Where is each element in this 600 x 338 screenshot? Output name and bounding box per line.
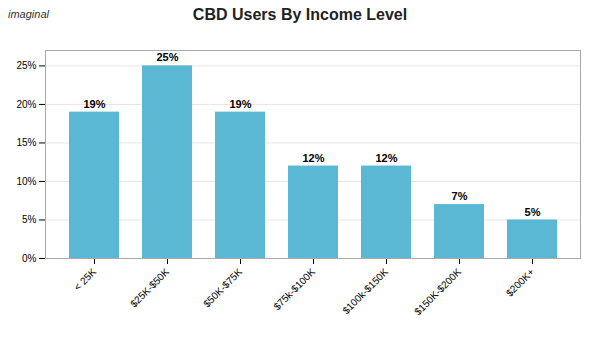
svg-text:25%: 25% (156, 51, 178, 63)
svg-text:10%: 10% (16, 176, 36, 187)
svg-text:$50K-$75K: $50K-$75K (201, 266, 244, 309)
svg-text:25%: 25% (16, 60, 36, 71)
html-text:imaginal: imaginal (8, 8, 49, 20)
svg-text:$75k-$100K: $75k-$100K (271, 266, 317, 312)
svg-text:19%: 19% (229, 98, 251, 110)
svg-text:7%: 7% (452, 190, 468, 202)
svg-text:$200K+: $200K+ (504, 266, 536, 298)
svg-text:5%: 5% (22, 214, 37, 225)
svg-text:0%: 0% (22, 253, 37, 264)
svg-text:12%: 12% (375, 152, 397, 164)
svg-text:5%: 5% (525, 206, 541, 218)
svg-text:12%: 12% (302, 152, 324, 164)
svg-text:$25K-$50K: $25K-$50K (128, 266, 171, 309)
svg-text:19%: 19% (83, 98, 105, 110)
html-text:CBD Users By Income Level: CBD Users By Income Level (192, 6, 408, 23)
svg-text:$100k-$150K: $100k-$150K (340, 266, 390, 316)
svg-text:15%: 15% (16, 137, 36, 148)
svg-text:< 25K: < 25K (72, 266, 99, 293)
svg-text:$150K-$200K: $150K-$200K (412, 266, 463, 317)
svg-text:20%: 20% (16, 99, 36, 110)
